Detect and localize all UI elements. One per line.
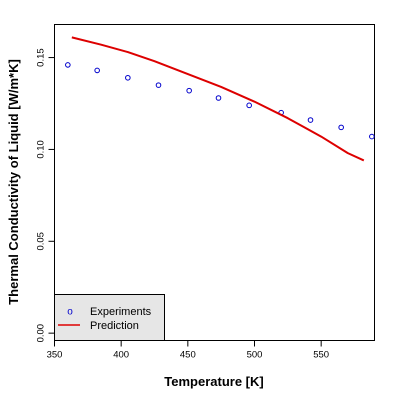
legend-experiments-marker: o <box>67 307 73 318</box>
x-axis: 350 400 450 500 550 <box>47 340 329 361</box>
y-tick-label: 0.05 <box>36 232 47 251</box>
experiment-point <box>94 67 100 74</box>
series-layer <box>65 36 375 162</box>
experiment-point <box>246 102 252 109</box>
legend: o Experiments Prediction <box>54 294 165 341</box>
experiment-point <box>307 117 314 123</box>
y-axis: 0.00 0.05 0.10 0.15 <box>36 48 55 342</box>
y-tick-label: 0.00 <box>36 324 47 343</box>
legend-prediction-label: Prediction <box>90 320 139 332</box>
experiment-point <box>215 95 222 101</box>
x-tick-label: 500 <box>247 350 263 361</box>
experiment-point <box>338 124 344 131</box>
experiment-point <box>186 87 192 94</box>
plot-frame <box>54 24 375 341</box>
x-tick-label: 550 <box>313 350 329 361</box>
x-tick-label: 350 <box>47 350 63 361</box>
x-axis-title: Temperature [K] <box>164 374 263 389</box>
y-tick-label: 0.10 <box>36 140 47 159</box>
y-tick-label: 0.15 <box>36 48 47 66</box>
prediction-line <box>71 36 365 162</box>
experiment-point <box>155 82 162 88</box>
legend-box <box>54 294 165 341</box>
x-tick-label: 450 <box>180 350 196 361</box>
legend-experiments-label: Experiments <box>90 306 152 318</box>
y-axis-title: Thermal Conductivity of Liquid [W/m*K] <box>6 59 21 305</box>
experiment-point <box>125 74 131 81</box>
experiment-point <box>369 133 375 140</box>
experiment-point <box>65 62 71 68</box>
x-tick-label: 400 <box>113 350 129 361</box>
